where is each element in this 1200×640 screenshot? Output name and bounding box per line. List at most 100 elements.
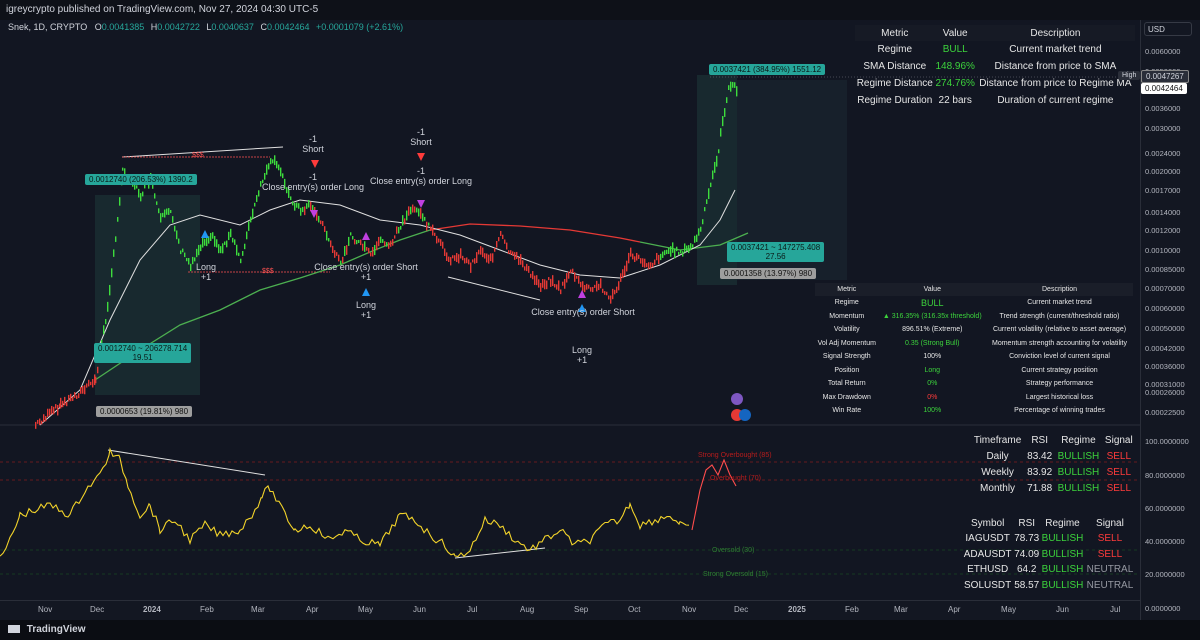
time-axis[interactable]: Nov Dec 2024 Feb Mar Apr May Jun Jul Aug… bbox=[0, 600, 1140, 621]
price-candle bbox=[80, 387, 82, 394]
price-candle bbox=[49, 408, 51, 416]
rsi-line-overbought bbox=[691, 458, 737, 531]
symbol-name: ETHUSD bbox=[967, 564, 1009, 576]
price-candle bbox=[662, 251, 664, 258]
price-candle bbox=[370, 252, 372, 257]
price-candle bbox=[598, 283, 600, 291]
symbol-rsi: 58.57 bbox=[1014, 579, 1040, 591]
currency-selector[interactable]: USD bbox=[1144, 22, 1192, 36]
price-candle bbox=[690, 243, 692, 251]
price-candle bbox=[588, 284, 590, 289]
short1-qty: -1 bbox=[308, 134, 317, 144]
price-candle bbox=[578, 275, 580, 284]
price-tick: 0.0036000 bbox=[1145, 104, 1181, 113]
strategy-desc: Current strategy position bbox=[1021, 366, 1098, 374]
price-candle bbox=[640, 258, 642, 264]
price-candle bbox=[608, 295, 610, 300]
chart-area[interactable]: 0.0012740 (206.53%) 1390.2 0.0012740 ~ 2… bbox=[0, 20, 1140, 600]
time-label: Nov bbox=[38, 605, 53, 614]
price-candle bbox=[722, 116, 724, 127]
price-candle bbox=[670, 246, 672, 257]
price-candle bbox=[316, 210, 318, 221]
close-short-label-2: Close entry(s) order Short bbox=[531, 307, 635, 317]
strategy-value: Long bbox=[924, 366, 941, 374]
price-candle bbox=[706, 199, 708, 204]
price-candle bbox=[678, 251, 680, 255]
price-candle bbox=[724, 108, 726, 117]
price-candle bbox=[606, 291, 608, 296]
price-candle bbox=[488, 254, 490, 264]
price-candle bbox=[572, 268, 574, 273]
price-candle bbox=[422, 213, 424, 222]
strategy-metric: Momentum bbox=[829, 312, 865, 320]
price-candle bbox=[442, 241, 444, 249]
price-candle bbox=[702, 219, 704, 225]
price-candle bbox=[212, 232, 214, 239]
price-candle bbox=[566, 273, 568, 283]
price-candle bbox=[338, 254, 340, 262]
regime-table-metric: Regime Distance bbox=[856, 78, 933, 89]
price-candle bbox=[548, 277, 550, 281]
price-candle bbox=[113, 249, 115, 257]
range-pill-5-b: 27.56 bbox=[765, 252, 786, 261]
symbol-regime: BULLISH bbox=[1041, 564, 1084, 576]
range-pill-4: 0.0037421 (384.95%) 1551.12 bbox=[709, 64, 826, 75]
price-candle bbox=[592, 286, 594, 293]
price-candle bbox=[286, 187, 288, 194]
low-label: L bbox=[206, 22, 212, 32]
long-marker-1 bbox=[201, 230, 209, 238]
price-candle bbox=[250, 216, 252, 223]
price-candle bbox=[86, 383, 88, 388]
time-label: May bbox=[358, 605, 374, 614]
regime-table-header-value: Value bbox=[942, 27, 968, 39]
price-candle bbox=[154, 193, 156, 199]
price-candle bbox=[37, 419, 39, 424]
rsi-line bbox=[0, 447, 690, 558]
price-candle bbox=[366, 247, 368, 251]
tradingview-logo-icon bbox=[8, 625, 20, 634]
time-label: Apr bbox=[948, 605, 961, 614]
price-candle bbox=[158, 208, 160, 214]
range-pill-2-b: 19.51 bbox=[132, 353, 153, 362]
price-candle bbox=[360, 239, 362, 246]
price-candle bbox=[402, 215, 404, 226]
price-candle bbox=[630, 247, 632, 257]
price-candle bbox=[716, 155, 718, 167]
price-candle bbox=[94, 374, 96, 386]
footer-bar: TradingView bbox=[0, 620, 1200, 640]
price-candle bbox=[558, 280, 560, 291]
price-candle bbox=[180, 250, 182, 255]
price-candle bbox=[384, 241, 386, 247]
price-candle bbox=[88, 379, 90, 387]
price-candle bbox=[254, 202, 256, 207]
strategy-metric: Position bbox=[834, 366, 860, 374]
symbol-title: Snek, 1D, CRYPTO bbox=[8, 22, 88, 32]
price-candle bbox=[382, 239, 384, 243]
price-candle bbox=[282, 173, 284, 179]
short1-text: Short bbox=[302, 144, 324, 154]
price-candle bbox=[294, 202, 296, 211]
price-candle bbox=[310, 201, 312, 212]
open-value: 0.0041385 bbox=[101, 22, 145, 32]
strategy-metric: Signal Strength bbox=[822, 353, 871, 361]
price-candle bbox=[500, 230, 502, 236]
price-candle bbox=[732, 81, 734, 88]
price-candle bbox=[674, 248, 676, 259]
time-label: Feb bbox=[200, 605, 214, 614]
trend-line-low bbox=[447, 276, 541, 301]
lightning-icon bbox=[731, 393, 743, 405]
price-scale[interactable]: 0.0060000 0.0050000 0.0036000 0.0030000 … bbox=[1140, 20, 1200, 620]
price-candle bbox=[436, 235, 438, 244]
price-candle bbox=[416, 207, 418, 213]
price-candle bbox=[694, 235, 696, 243]
long-label-3: Long +1 bbox=[562, 345, 602, 365]
time-label: Jun bbox=[1056, 605, 1069, 614]
price-candle bbox=[692, 244, 694, 248]
price-candle bbox=[490, 253, 492, 262]
sss-label-1: $$$ bbox=[192, 152, 204, 159]
publisher-text: igreycrypto published on TradingView.com… bbox=[6, 4, 319, 15]
price-candle bbox=[506, 242, 508, 250]
price-candle bbox=[380, 236, 382, 243]
price-candle bbox=[304, 206, 306, 216]
price-candle bbox=[680, 250, 682, 254]
